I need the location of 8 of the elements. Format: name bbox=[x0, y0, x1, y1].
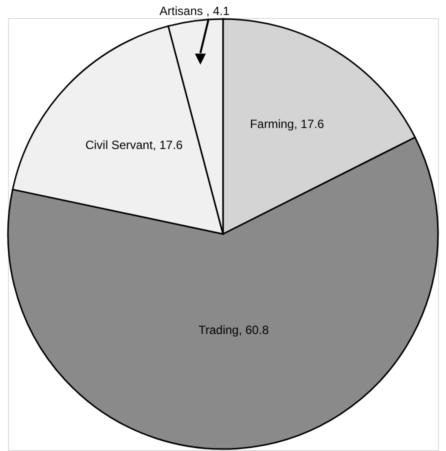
data-label: , 17.6 bbox=[294, 117, 324, 132]
slice-label: Trading bbox=[198, 322, 239, 337]
data-label: , 4.1 bbox=[206, 4, 230, 18]
slice-label: Artisans bbox=[160, 4, 203, 18]
data-label: , 17.6 bbox=[152, 138, 184, 152]
slice-label: Civil Servant bbox=[85, 138, 154, 152]
slice-label: Farming bbox=[250, 117, 294, 132]
data-label: , 60.8 bbox=[238, 322, 270, 337]
